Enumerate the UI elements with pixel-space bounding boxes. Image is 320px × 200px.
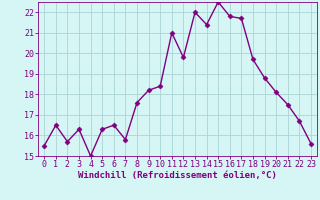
X-axis label: Windchill (Refroidissement éolien,°C): Windchill (Refroidissement éolien,°C) [78,171,277,180]
